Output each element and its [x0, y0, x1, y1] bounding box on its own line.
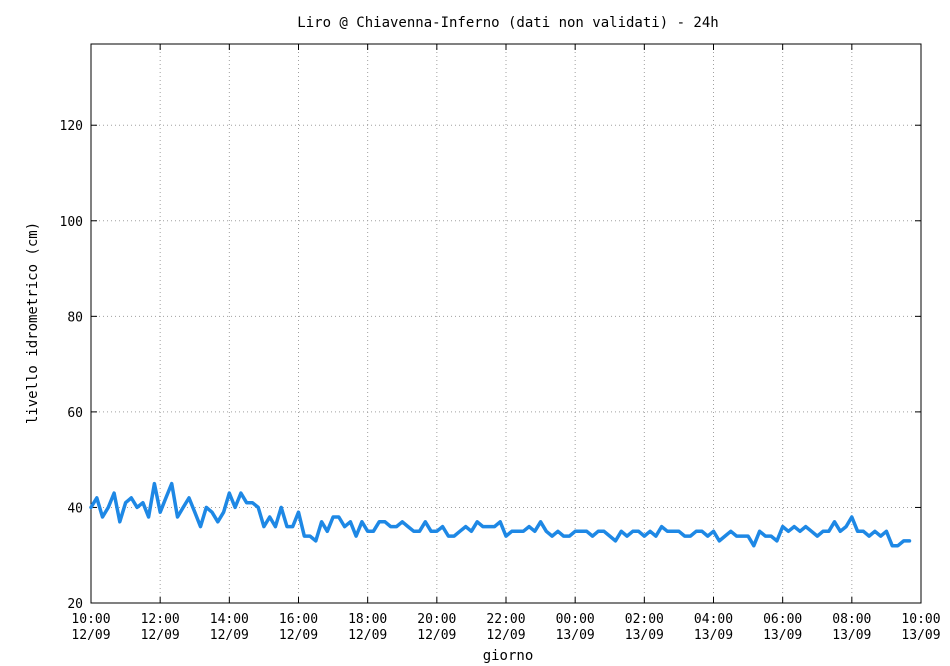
- y-tick-label: 40: [67, 501, 83, 516]
- x-tick-label-date: 12/09: [71, 628, 110, 643]
- x-tick-label-time: 04:00: [694, 612, 733, 627]
- x-axis-label: giorno: [483, 648, 534, 664]
- x-tick-label-time: 00:00: [556, 612, 595, 627]
- x-tick-label-time: 08:00: [832, 612, 871, 627]
- series-line: [89, 481, 912, 548]
- x-tick-label-date: 12/09: [417, 628, 456, 643]
- y-axis-label: livello idrometrico (cm): [25, 222, 41, 424]
- x-axis: 10:0012/0912:0012/0914:0012/0916:0012/09…: [71, 44, 941, 643]
- x-tick-label-time: 10:00: [901, 612, 940, 627]
- x-tick-label-time: 20:00: [417, 612, 456, 627]
- y-tick-label: 80: [67, 310, 83, 325]
- y-tick-label: 20: [67, 597, 83, 612]
- x-tick-label-time: 06:00: [763, 612, 802, 627]
- x-tick-label-date: 12/09: [210, 628, 249, 643]
- x-tick-label-date: 12/09: [279, 628, 318, 643]
- x-tick-label-date: 13/09: [832, 628, 871, 643]
- x-tick-label-time: 14:00: [210, 612, 249, 627]
- x-tick-label-date: 12/09: [486, 628, 525, 643]
- x-tick-label-time: 16:00: [279, 612, 318, 627]
- x-tick-label-date: 13/09: [556, 628, 595, 643]
- x-tick-label-time: 12:00: [141, 612, 180, 627]
- y-tick-label: 60: [67, 406, 83, 421]
- y-tick-label: 100: [60, 215, 83, 230]
- x-tick-label-time: 22:00: [486, 612, 525, 627]
- x-tick-label-time: 18:00: [348, 612, 387, 627]
- x-tick-label-date: 12/09: [348, 628, 387, 643]
- chart-title: Liro @ Chiavenna-Inferno (dati non valid…: [297, 15, 718, 31]
- x-tick-label-date: 13/09: [901, 628, 940, 643]
- x-tick-label-time: 02:00: [625, 612, 664, 627]
- y-axis: 20 40 60 80 100 120: [60, 119, 921, 612]
- x-tick-label-date: 13/09: [625, 628, 664, 643]
- x-tick-label-time: 10:00: [71, 612, 110, 627]
- x-tick-label-date: 13/09: [694, 628, 733, 643]
- x-tick-label-date: 12/09: [141, 628, 180, 643]
- y-tick-label: 120: [60, 119, 83, 134]
- x-tick-label-date: 13/09: [763, 628, 802, 643]
